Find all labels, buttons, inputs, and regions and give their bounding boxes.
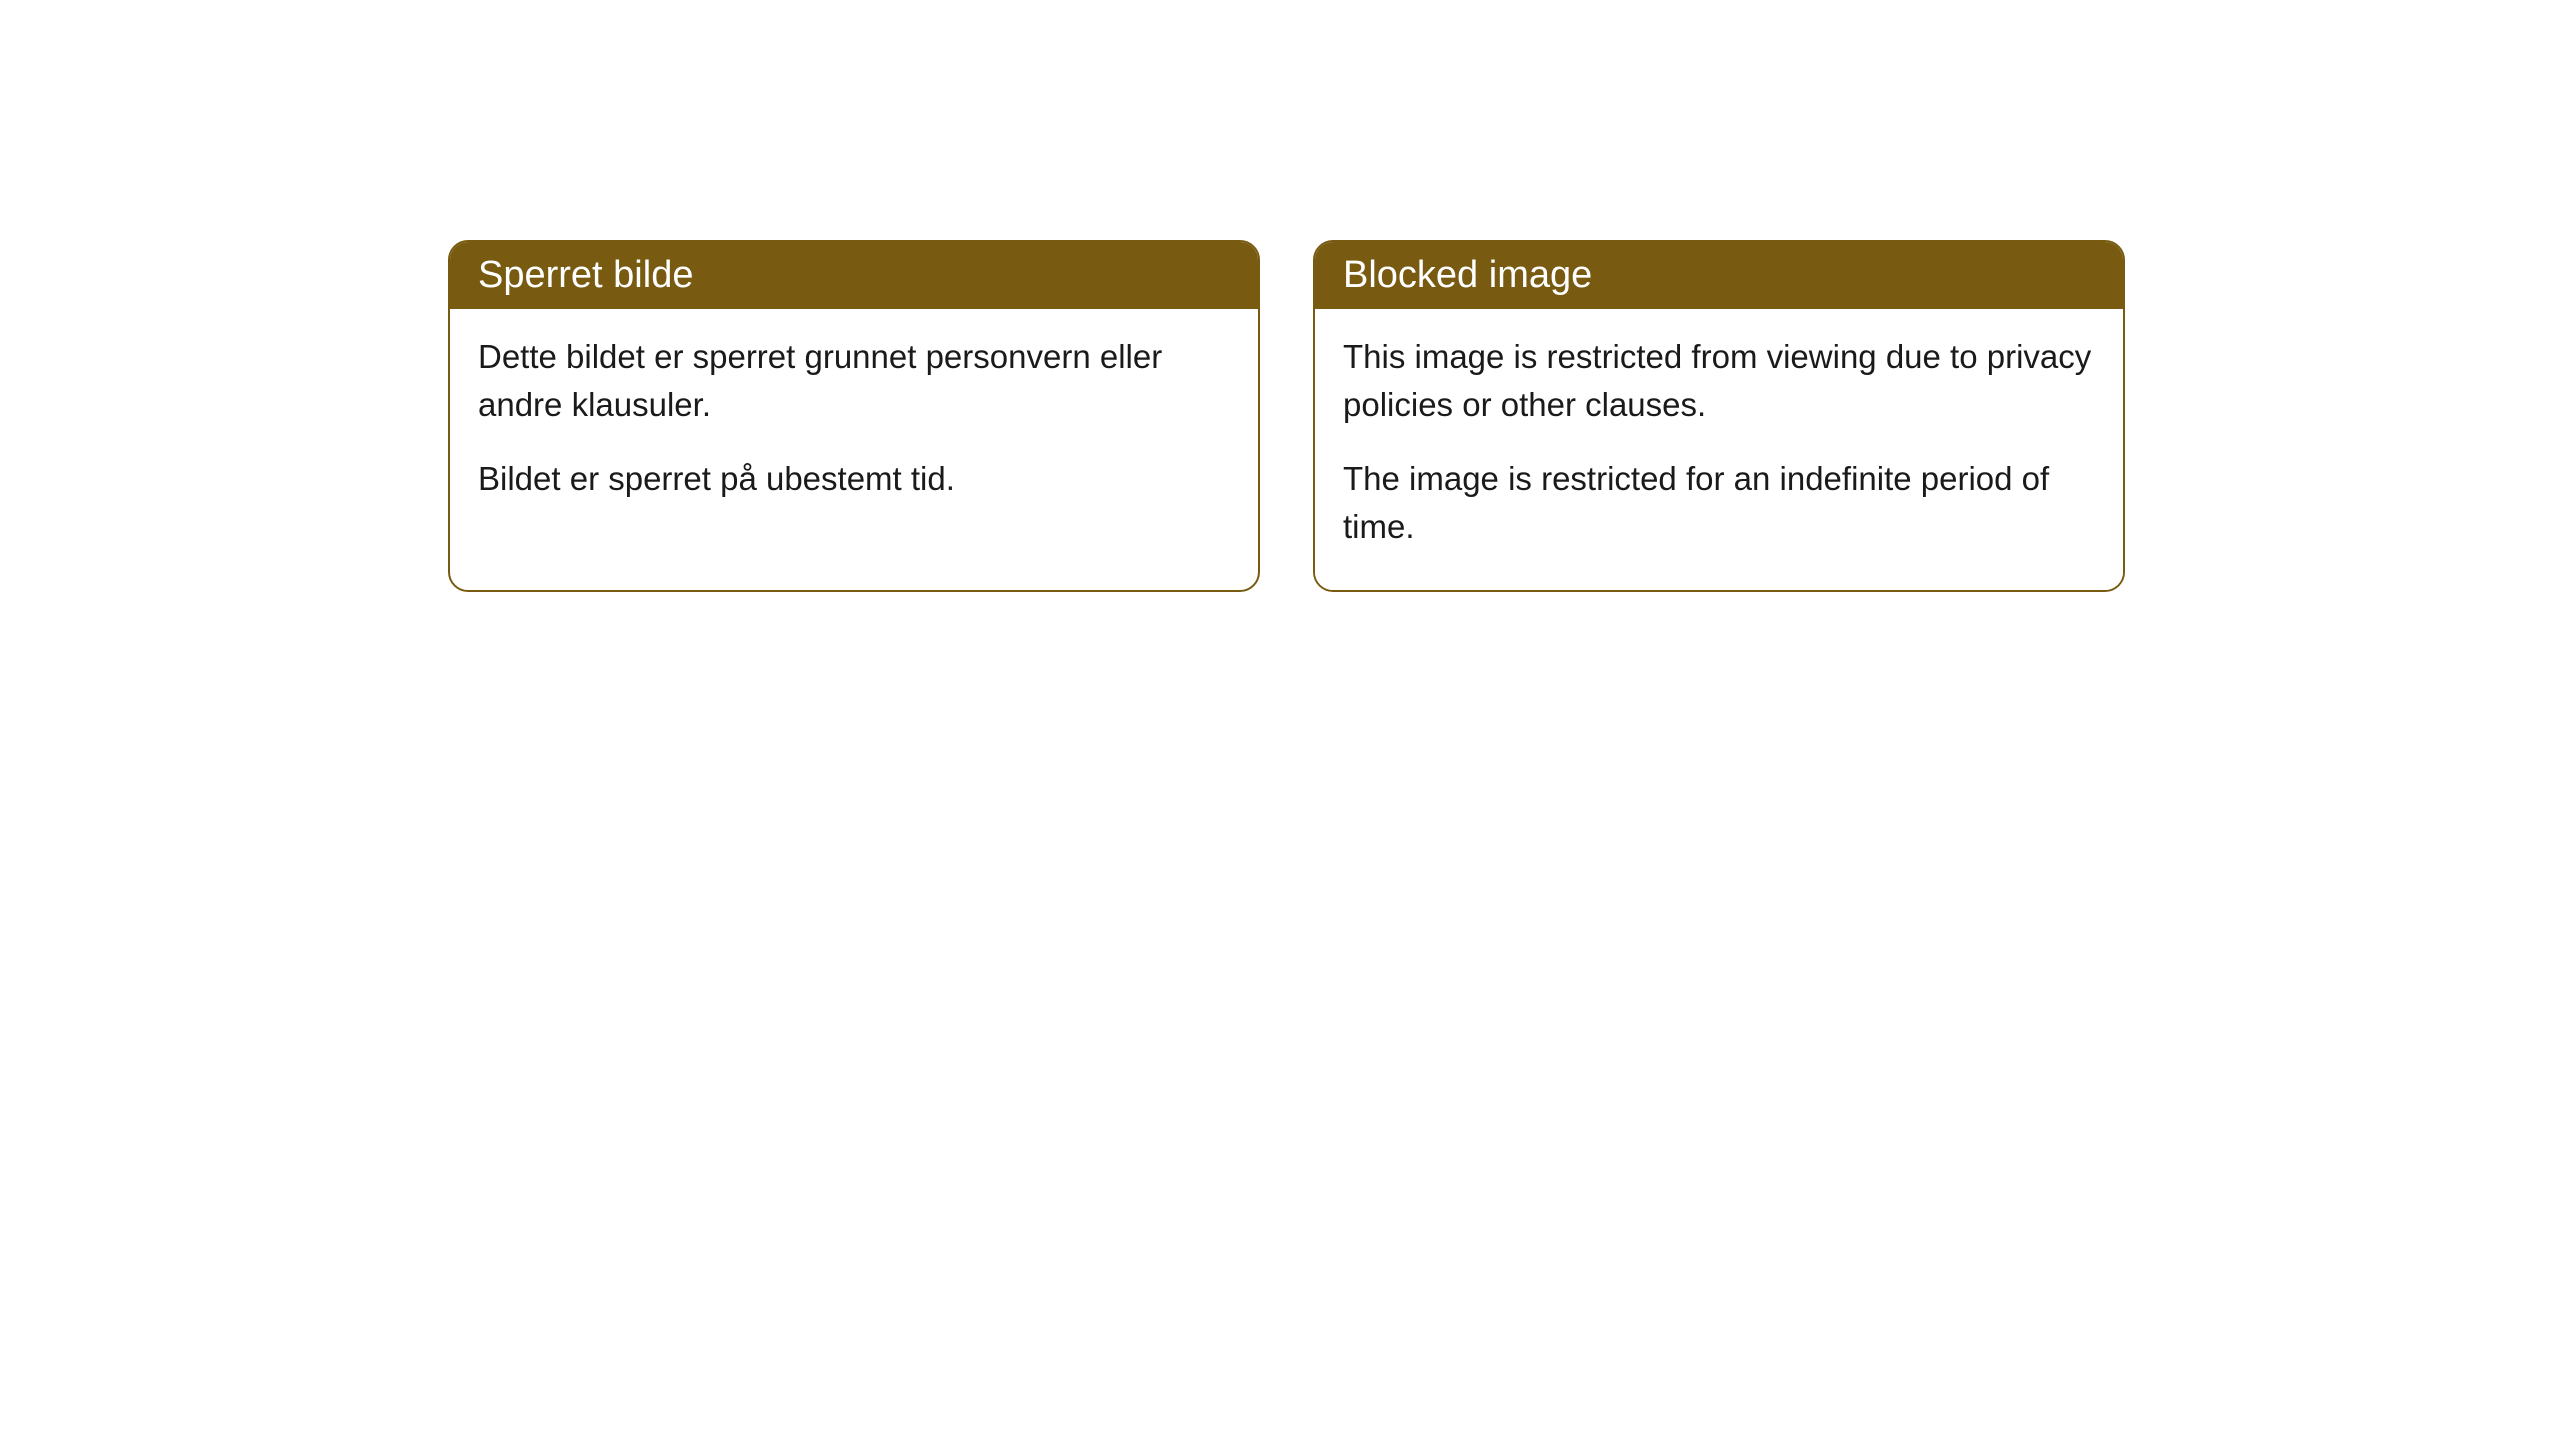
card-paragraph: The image is restricted for an indefinit… [1343, 455, 2095, 551]
notice-card-container: Sperret bilde Dette bildet er sperret gr… [448, 240, 2125, 592]
notice-card-norwegian: Sperret bilde Dette bildet er sperret gr… [448, 240, 1260, 592]
card-paragraph: Bildet er sperret på ubestemt tid. [478, 455, 1230, 503]
card-title: Blocked image [1343, 254, 1592, 296]
card-header: Sperret bilde [450, 242, 1258, 309]
card-body: Dette bildet er sperret grunnet personve… [450, 309, 1258, 543]
card-header: Blocked image [1315, 242, 2123, 309]
card-paragraph: This image is restricted from viewing du… [1343, 333, 2095, 429]
card-paragraph: Dette bildet er sperret grunnet personve… [478, 333, 1230, 429]
card-title: Sperret bilde [478, 254, 693, 296]
notice-card-english: Blocked image This image is restricted f… [1313, 240, 2125, 592]
card-body: This image is restricted from viewing du… [1315, 309, 2123, 590]
